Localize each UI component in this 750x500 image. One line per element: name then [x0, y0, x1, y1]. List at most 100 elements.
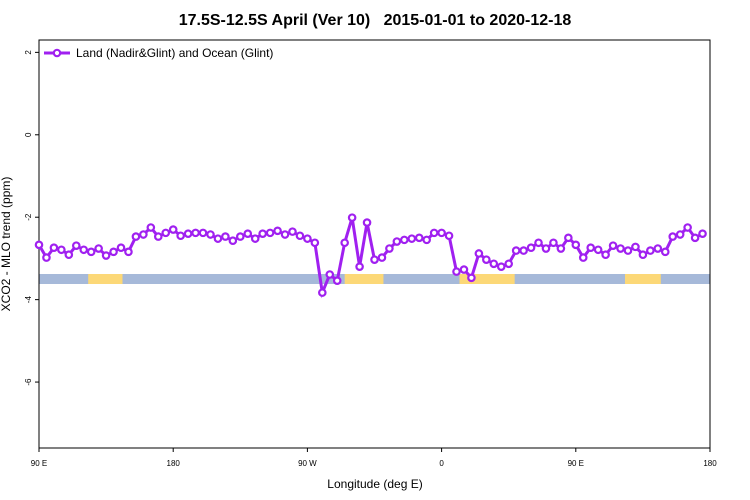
data-point: [243, 229, 253, 238]
data-point: [422, 235, 431, 245]
data-point: [489, 259, 499, 269]
data-point: [116, 243, 126, 253]
data-point: [332, 276, 342, 285]
data-point: [273, 226, 282, 236]
data-point: [534, 238, 543, 248]
data-point: [42, 253, 51, 262]
data-point: [690, 233, 700, 243]
data-point: [228, 236, 238, 246]
data-point: [496, 262, 506, 271]
data-point: [124, 247, 133, 257]
data-point: [153, 232, 163, 241]
data-point: [370, 255, 379, 264]
data-point: [139, 230, 148, 239]
data-point: [616, 244, 625, 253]
x-axis-label: Longitude (deg E): [327, 477, 422, 491]
data-point: [452, 267, 461, 276]
data-point: [288, 227, 297, 236]
y-tick-label: -6: [24, 378, 33, 386]
data-point: [250, 234, 260, 243]
data-point: [526, 243, 536, 253]
data-point: [571, 240, 581, 250]
data-point: [183, 229, 193, 238]
data-point: [623, 246, 633, 255]
data-point: [638, 250, 648, 260]
x-tick-label: 180: [167, 459, 181, 468]
data-point: [280, 230, 290, 239]
data-point: [556, 244, 566, 253]
data-point: [392, 237, 402, 246]
data-point: [94, 244, 103, 253]
data-point: [198, 228, 208, 238]
data-point: [601, 250, 610, 260]
data-point: [355, 262, 364, 271]
x-tick-label: 90 E: [568, 459, 584, 468]
data-point: [168, 225, 178, 234]
data-point: [340, 238, 349, 248]
data-point: [303, 234, 312, 243]
data-point: [549, 238, 558, 248]
y-tick-label: -2: [24, 213, 33, 221]
data-point: [407, 234, 417, 243]
y-axis-label: XCO2 - MLO trend (ppm): [0, 177, 13, 312]
data-point: [414, 233, 424, 243]
data-point: [437, 228, 446, 238]
data-point: [429, 228, 439, 238]
x-tick-label: 90 W: [298, 459, 317, 468]
data-point: [593, 245, 603, 255]
data-point: [683, 223, 692, 232]
legend-label: Land (Nadir&Glint) and Ocean (Glint): [76, 46, 273, 60]
data-point: [385, 244, 394, 253]
data-point: [564, 233, 573, 243]
chart-title: 17.5S-12.5S April (Ver 10) 2015-01-01 to…: [179, 12, 572, 29]
data-point: [646, 246, 655, 255]
data-point: [631, 242, 640, 252]
land-band: [625, 274, 661, 284]
data-point: [511, 246, 521, 255]
data-point: [318, 288, 327, 297]
x-tick-label: 180: [703, 459, 717, 468]
data-point: [519, 246, 528, 255]
data-point: [258, 229, 267, 238]
data-point: [541, 244, 551, 253]
data-point: [57, 245, 66, 255]
data-point: [34, 240, 44, 250]
data-point: [221, 232, 230, 241]
data-point: [482, 255, 491, 264]
data-point: [362, 218, 372, 227]
data-point: [474, 249, 484, 258]
data-point: [206, 230, 215, 239]
data-point: [161, 228, 171, 238]
data-point: [213, 234, 223, 243]
data-point: [71, 241, 81, 250]
land-band: [88, 274, 123, 284]
data-point: [660, 247, 670, 257]
x-tick-label: 0: [439, 459, 444, 468]
land-band: [344, 274, 384, 284]
data-point: [49, 243, 59, 253]
data-point: [459, 265, 469, 274]
land-band: [459, 274, 515, 284]
data-point: [191, 228, 200, 238]
data-point: [578, 253, 588, 262]
data-point: [698, 229, 707, 238]
data-point: [467, 273, 476, 283]
data-point: [79, 245, 89, 255]
x-tick-label: 90 E: [31, 459, 47, 468]
data-point: [146, 223, 156, 232]
data-point: [109, 247, 118, 257]
y-tick-label: 2: [24, 50, 33, 55]
data-point: [325, 270, 335, 279]
data-point: [675, 230, 685, 239]
data-point: [131, 232, 141, 241]
data-point: [295, 231, 305, 241]
data-point: [265, 228, 275, 238]
y-tick-label: 0: [24, 132, 33, 137]
data-point: [101, 251, 111, 260]
data-point: [236, 232, 245, 241]
data-point: [64, 250, 74, 260]
data-point: [653, 244, 663, 253]
data-point: [504, 259, 514, 269]
data-point: [377, 253, 387, 262]
